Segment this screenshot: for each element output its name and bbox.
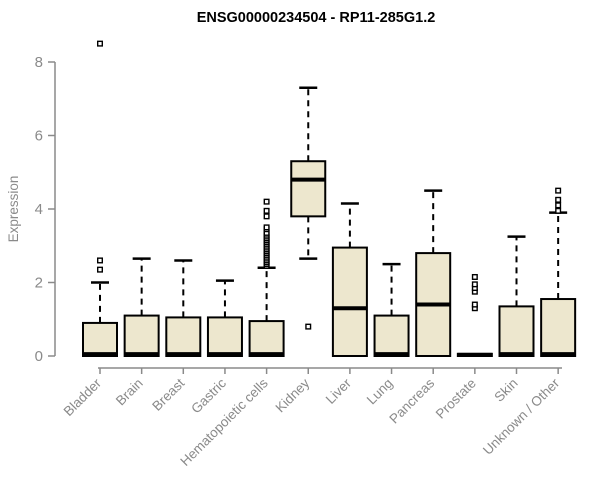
outlier-point [555,207,562,214]
box [82,321,118,357]
box [165,316,202,358]
chart-title: ENSG00000234504 - RP11-285G1.2 [197,10,436,26]
box-group [331,202,368,357]
outlier-point [471,301,478,308]
box [373,314,410,358]
y-tick-label: 8 [35,54,43,71]
box [498,305,535,358]
box-group [290,86,327,330]
box-group [415,189,452,358]
boxplot-series-group [82,40,577,358]
outlier-point [263,207,270,214]
x-category-label: Bladder [61,375,105,419]
outlier-point [263,224,270,231]
box [123,314,160,358]
box-group [456,273,493,358]
outlier-point [96,266,103,273]
y-tick-label: 0 [35,348,43,365]
box [331,246,368,357]
x-category-label: Prostate [433,376,479,422]
box-group [165,259,202,358]
box [290,160,327,218]
x-category-label: Lung [364,376,396,408]
box-group [82,40,118,357]
x-category-label: Gastric [188,375,229,416]
y-tick-label: 2 [35,275,43,292]
box-group [248,198,285,357]
box-group [206,279,243,358]
x-category-label: Liver [323,375,355,407]
x-category-label: Breast [149,375,187,413]
outlier-point [471,273,478,280]
outlier-point [263,213,270,220]
box-group [540,187,577,358]
y-tick-label: 6 [35,128,43,145]
x-category-label: Skin [491,376,520,405]
outlier-point [471,281,478,288]
outlier-point [263,198,270,205]
outlier-point [555,187,562,194]
outlier-point [555,196,562,203]
box-group [373,262,410,358]
y-tick-label: 4 [35,201,43,218]
x-category-label: Pancreas [386,375,437,426]
x-category-label: Unknown / Other [480,375,563,458]
outlier-point [305,323,312,330]
x-category-label: Kidney [273,375,313,415]
y-axis-label: Expression [6,176,21,243]
outlier-point [555,202,562,209]
box-group [123,257,160,358]
box [206,316,243,358]
box-group [498,235,535,358]
box [540,298,577,358]
outlier-point [96,40,103,47]
x-category-label: Brain [113,376,146,409]
box [248,320,285,357]
outlier-point [96,257,103,264]
